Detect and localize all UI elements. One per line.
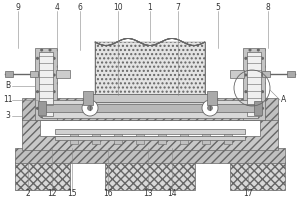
Text: 13: 13 (143, 188, 153, 198)
Bar (42, 100, 258, 118)
Circle shape (202, 100, 218, 116)
Bar (22, 98, 278, 120)
Bar (39, 52, 53, 116)
Text: A: A (281, 96, 286, 104)
Circle shape (82, 100, 98, 116)
Bar (87, 94, 213, 102)
Text: 10: 10 (113, 3, 123, 12)
Bar (224, 134, 232, 144)
Bar (243, 48, 265, 120)
Text: 12: 12 (47, 188, 57, 198)
Text: 3: 3 (6, 112, 10, 120)
Bar (22, 118, 278, 150)
Bar (92, 134, 100, 144)
Bar (262, 71, 270, 77)
Bar (30, 71, 38, 77)
Bar (105, 162, 195, 190)
Bar (114, 134, 122, 144)
Circle shape (88, 106, 92, 110)
Bar (56, 70, 70, 78)
Bar (83, 91, 93, 105)
Text: 11: 11 (3, 96, 13, 104)
Bar (35, 48, 57, 120)
Bar (158, 134, 166, 144)
Text: 14: 14 (167, 188, 177, 198)
Text: 4: 4 (55, 3, 59, 12)
Bar (70, 134, 78, 144)
Bar (202, 134, 210, 144)
Bar (38, 101, 46, 115)
Bar (287, 71, 295, 77)
Bar (180, 134, 188, 144)
Text: 2: 2 (26, 188, 30, 198)
Bar (5, 71, 13, 77)
Bar (95, 42, 205, 100)
Circle shape (208, 106, 212, 110)
Text: 7: 7 (176, 3, 180, 12)
Bar (230, 162, 285, 190)
Bar (95, 42, 205, 100)
Bar (230, 70, 244, 78)
Bar (55, 129, 245, 134)
Text: 5: 5 (216, 3, 220, 12)
Text: 15: 15 (67, 188, 77, 198)
Bar (55, 136, 245, 140)
Text: 8: 8 (266, 3, 270, 12)
Bar (15, 148, 285, 163)
Bar (15, 162, 70, 190)
Text: B: B (5, 82, 10, 90)
Bar (254, 101, 262, 115)
Bar (207, 91, 217, 105)
Bar (247, 52, 261, 116)
Text: 1: 1 (148, 3, 152, 12)
Text: 9: 9 (16, 3, 20, 12)
Bar (40, 120, 260, 136)
Text: 17: 17 (243, 188, 253, 198)
Text: 6: 6 (78, 3, 82, 12)
Bar (42, 104, 258, 112)
Bar (136, 134, 144, 144)
Text: 16: 16 (103, 188, 113, 198)
